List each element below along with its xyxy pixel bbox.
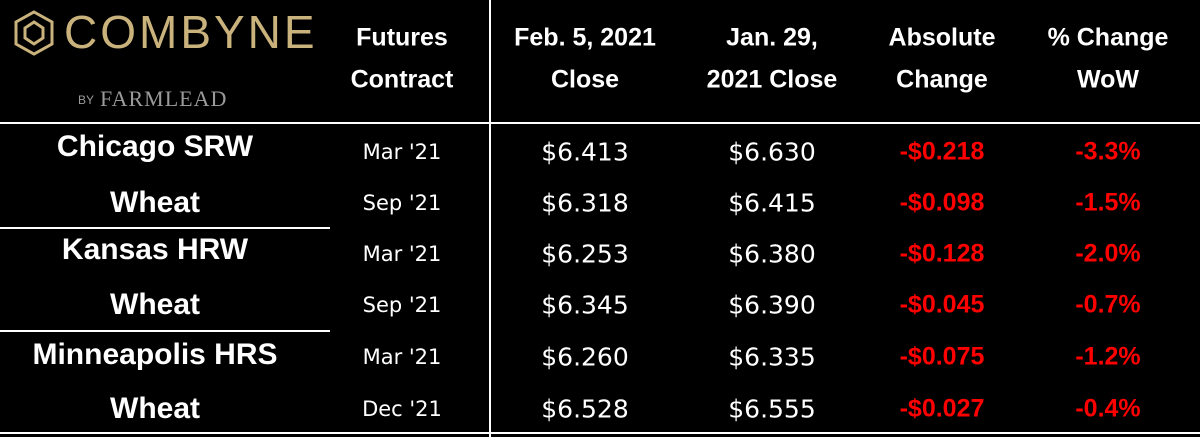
header-cell: Feb. 5, 2021 [514,23,656,52]
group-name: Wheat [110,392,200,425]
header-cell: Jan. 29, [726,23,818,52]
jan-close: $6.335 [728,342,816,372]
header-cell: WoW [1076,65,1140,94]
group-divider [0,227,330,229]
absolute-change: -$0.098 [899,188,985,217]
percent-change: -3.3% [1075,137,1141,166]
group-name: Minneapolis HRS [32,338,278,371]
contract: Sep '21 [362,293,442,317]
absolute-change: -$0.218 [899,137,985,166]
header-cell: % Change [1047,23,1169,52]
header-cell: Contract [350,65,454,94]
absolute-change: -$0.027 [899,394,985,423]
contract: Mar '21 [362,242,442,266]
absolute-change: -$0.128 [899,239,985,268]
jan-close: $6.380 [728,239,816,269]
header-cell: Change [896,65,988,94]
feb-close: $6.528 [541,394,629,424]
absolute-change: -$0.045 [899,290,985,319]
group-name: Wheat [110,186,200,219]
jan-close: $6.415 [728,188,816,218]
percent-change: -2.0% [1075,239,1141,268]
column-divider [489,0,491,437]
percent-change: -0.7% [1075,290,1141,319]
contract: Mar '21 [362,140,442,164]
contract: Dec '21 [362,397,442,421]
group-divider [0,330,330,332]
group-name: Chicago SRW [56,130,254,163]
percent-change: -0.4% [1075,394,1141,423]
logo-brand: FARMLEAD [100,86,227,111]
feb-close: $6.413 [541,137,629,167]
feb-close: $6.253 [541,239,629,269]
jan-close: $6.555 [728,394,816,424]
logo: COMBYNE BY FARMLEAD [14,6,318,111]
absolute-change: -$0.075 [899,342,985,371]
percent-change: -1.5% [1075,188,1141,217]
logo-icon [14,10,54,56]
bottom-border [0,432,1200,434]
percent-change: -1.2% [1075,342,1141,371]
header-cell: Close [550,65,620,94]
feb-close: $6.318 [541,188,629,218]
logo-name: COMBYNE [64,6,318,58]
header-divider [0,122,1200,124]
jan-close: $6.630 [728,137,816,167]
contract: Mar '21 [362,345,442,369]
feb-close: $6.345 [541,290,629,320]
header-cell: Absolute [888,23,996,52]
logo-by: BY [78,93,94,107]
header-cell: Futures [356,23,448,52]
group-name: Kansas HRW [61,233,249,266]
group-name: Wheat [110,288,200,321]
jan-close: $6.390 [728,290,816,320]
contract: Sep '21 [362,191,442,215]
header-cell: 2021 Close [706,65,838,94]
feb-close: $6.260 [541,342,629,372]
